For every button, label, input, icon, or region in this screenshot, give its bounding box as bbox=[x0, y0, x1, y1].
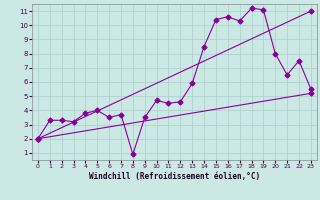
X-axis label: Windchill (Refroidissement éolien,°C): Windchill (Refroidissement éolien,°C) bbox=[89, 172, 260, 181]
